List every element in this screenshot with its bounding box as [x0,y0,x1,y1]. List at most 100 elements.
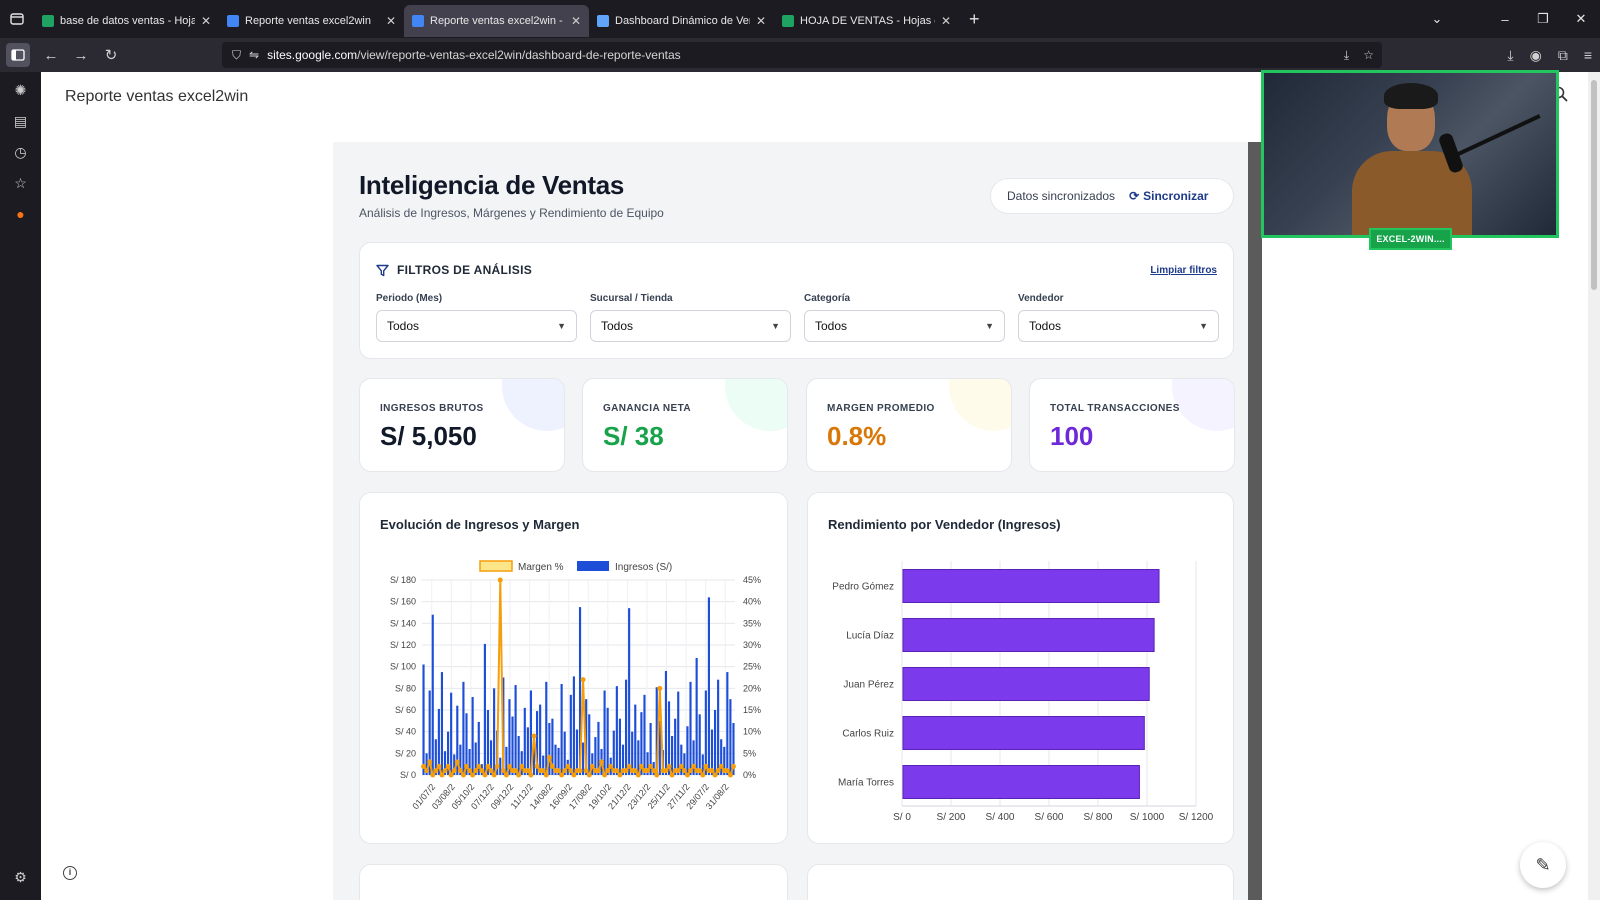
margin-point [684,772,690,778]
extensions-icon[interactable]: ⧉ [1557,46,1568,63]
kpi-label: MARGEN PROMEDIO [827,403,935,414]
kpi-label: GANANCIA NETA [603,403,691,414]
browser-tab[interactable]: Dashboard Dinámico de Ventas ✕ [589,5,774,37]
tab-overflow-icon[interactable]: ⌄ [1431,11,1443,26]
margin-point [595,768,601,774]
install-icon[interactable]: ⤓ [1343,47,1350,62]
settings-gear-icon[interactable]: ⚙ [14,869,27,885]
close-tab-icon[interactable]: ✕ [200,14,211,28]
margin-point [635,772,641,778]
ai-chat-icon[interactable]: ✺ [14,82,27,98]
revenue-bar [468,749,471,775]
restore-icon[interactable]: ❐ [1537,11,1549,26]
info-icon[interactable]: i [63,866,77,880]
margin-point [700,772,706,778]
extension-color-icon[interactable]: ● [16,206,25,222]
page-scrollbar[interactable] [1588,72,1600,900]
minimize-icon[interactable]: – [1501,11,1509,27]
menu-icon[interactable]: ≡ [1583,47,1592,63]
margin-point [506,763,512,769]
kpi-decoration [725,379,787,431]
sync-button[interactable]: ⟳ Sincronizar [1129,189,1208,203]
edit-pencil-icon[interactable]: ✎ [1520,842,1566,888]
margin-point [513,768,519,774]
account-icon[interactable]: ◉ [1529,46,1542,63]
y-tick-label: S/ 160 [390,597,416,607]
bookmarks-icon[interactable]: ☆ [14,175,27,191]
revenue-bar [713,710,717,775]
kpi-card-transactions: TOTAL TRANSACCIONES 100 [1029,378,1235,472]
synced-tabs-icon[interactable]: ▤ [13,113,28,129]
close-tab-icon[interactable]: ✕ [570,14,581,28]
revenue-bar [671,736,674,775]
legend-swatch-revenue [577,561,609,571]
chart-title: Evolución de Ingresos y Margen [380,517,580,532]
close-tab-icon[interactable]: ✕ [755,14,766,28]
forward-icon[interactable]: → [73,46,89,64]
margin-point [632,768,638,774]
y2-tick-label: 35% [743,618,761,628]
close-tab-icon[interactable]: ✕ [385,14,396,28]
close-tab-icon[interactable]: ✕ [940,14,951,28]
margin-point [500,768,506,774]
margin-point [663,768,669,774]
url-bar[interactable]: ⛉ ⇋ sites.google.com/view/reporte-ventas… [222,42,1382,68]
downloads-icon[interactable]: ⤓ [1507,46,1514,63]
browser-tab[interactable]: HOJA DE VENTAS - Hojas de cál ✕ [774,5,959,37]
y-tick-label: S/ 20 [395,748,416,758]
revenue-bar [707,597,710,775]
margin-point [602,772,608,778]
back-icon[interactable]: ← [43,46,59,64]
y2-tick-label: 40% [743,597,761,607]
revenue-bar [698,714,701,775]
tab-list-icon[interactable] [0,0,34,38]
shield-icon[interactable]: ⛉ [232,47,242,62]
tab-title: HOJA DE VENTAS - Hojas de cál [800,15,935,27]
sidebar-toggle-icon[interactable] [6,43,30,67]
url-host: sites.google.com [267,48,358,62]
revenue-bar [701,754,704,775]
margin-point [617,772,623,778]
browser-tab[interactable]: Reporte ventas excel2win - dasl ✕ [404,5,589,37]
revenue-margin-chart-card: Margen % Ingresos (S/) S/ 0 0% S/ 20 5% S/ 40 1… [359,492,788,844]
y-tick-label: S/ 180 [390,575,416,585]
margin-point [430,772,436,778]
margin-point [678,763,684,769]
site-title[interactable]: Reporte ventas excel2win [65,88,249,105]
lower-card-left [359,864,788,900]
revenue-bar [606,707,609,775]
seller-label: Juan Pérez [843,680,894,691]
permissions-icon[interactable]: ⇋ [249,48,260,62]
browser-tab[interactable]: base de datos ventas - Hojas de ✕ [34,5,219,37]
revenue-bar [542,755,545,775]
reload-icon[interactable]: ↻ [104,47,118,64]
revenue-margin-chart: Margen % Ingresos (S/) S/ 0 0% S/ 20 5% S/ 40 1… [390,560,761,811]
branch-select[interactable]: Todos ▼ [590,310,791,342]
kpi-decoration [949,379,1011,431]
bookmark-star-icon[interactable]: ☆ [1363,47,1374,62]
kpi-value: S/ 5,050 [380,421,477,451]
revenue-bar [582,742,585,775]
scrollbar-thumb[interactable] [1591,80,1597,290]
new-tab-icon[interactable]: + [969,8,980,29]
clear-filters-link[interactable]: Limpiar filtros [1150,265,1217,276]
kpi-label: INGRESOS BRUTOS [380,403,484,414]
margin-point [599,759,605,765]
period-select[interactable]: Todos ▼ [376,310,577,342]
revenue-bar [474,742,477,775]
category-select[interactable]: Todos ▼ [804,310,1005,342]
history-icon[interactable]: ◷ [14,144,27,160]
kpi-decoration [502,379,564,431]
seller-select[interactable]: Todos ▼ [1018,310,1219,342]
revenue-bar [563,731,566,775]
margin-point [666,763,672,769]
browser-tab[interactable]: Reporte ventas excel2win ✕ [219,5,404,37]
margin-point [546,755,552,761]
revenue-bar [514,685,517,775]
browser-tab-bar: base de datos ventas - Hojas de✕Reporte … [0,0,1600,38]
revenue-bar [535,711,539,775]
browser-sidebar: ✺ ▤ ◷ ☆ ● ⚙ [0,72,41,900]
close-window-icon[interactable]: ✕ [1575,11,1587,26]
x-tick-label: S/ 400 [986,812,1015,823]
filters-panel: FILTROS DE ANÁLISIS Limpiar filtros Peri… [359,242,1234,359]
